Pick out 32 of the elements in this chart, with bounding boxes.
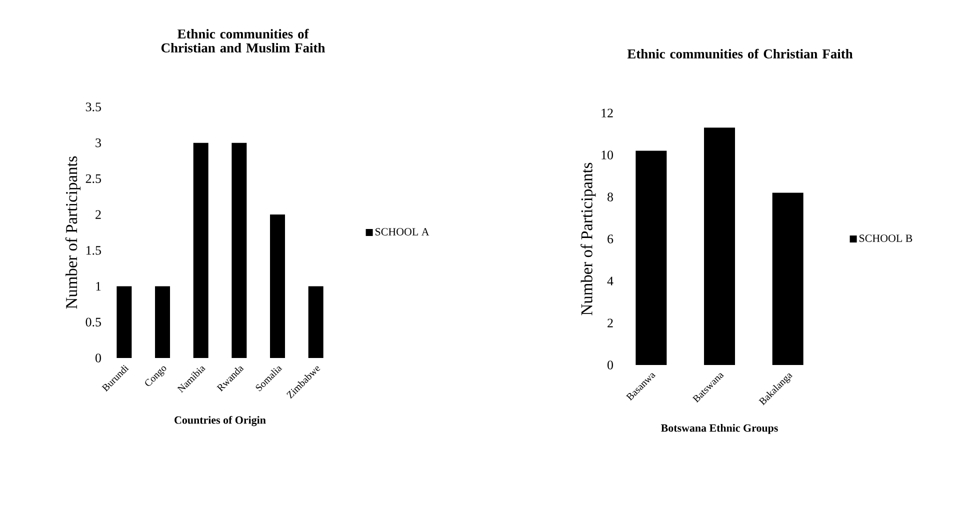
y-tick-label: 4 <box>607 276 614 286</box>
y-tick-label: 0 <box>608 360 613 370</box>
legend-label: SCHOOL B <box>860 234 912 242</box>
y-tick-label: 2.5 <box>86 174 101 184</box>
x-axis-title: Botswana Ethnic Groups <box>661 424 778 434</box>
y-tick-label: 3 <box>96 138 101 148</box>
y-tick-label: 6 <box>608 234 614 244</box>
bar <box>308 286 324 358</box>
y-tick-label: 3.5 <box>86 102 101 112</box>
legend-label: SCHOOL A <box>376 228 430 236</box>
y-tick-label: 2 <box>608 318 613 328</box>
y-axis-title: Number of Participants <box>580 162 596 316</box>
bar <box>155 286 170 358</box>
bar <box>772 192 804 365</box>
bar <box>193 142 208 358</box>
y-tick-label: 2 <box>96 210 101 219</box>
x-axis-title: Countries of Origin <box>174 416 266 426</box>
y-tick-label: 12 <box>602 108 613 118</box>
y-tick-label: 1 <box>96 282 101 291</box>
chart-title: Ethnic communities of Christian and Muslim Faith <box>161 28 325 52</box>
bar <box>270 214 286 358</box>
bar <box>704 128 736 365</box>
bar <box>636 150 667 365</box>
y-tick-label: 8 <box>608 192 613 202</box>
chart-title: Ethnic communities of Christian Faith <box>627 48 853 58</box>
y-tick-label: 1.5 <box>86 246 101 255</box>
y-tick-label: 0.5 <box>86 318 101 327</box>
y-tick-label: 10 <box>602 150 613 160</box>
y-axis-title: Number of Participants <box>65 156 80 309</box>
bar <box>232 142 247 358</box>
bar <box>116 286 132 358</box>
y-tick-label: 0 <box>96 354 101 362</box>
